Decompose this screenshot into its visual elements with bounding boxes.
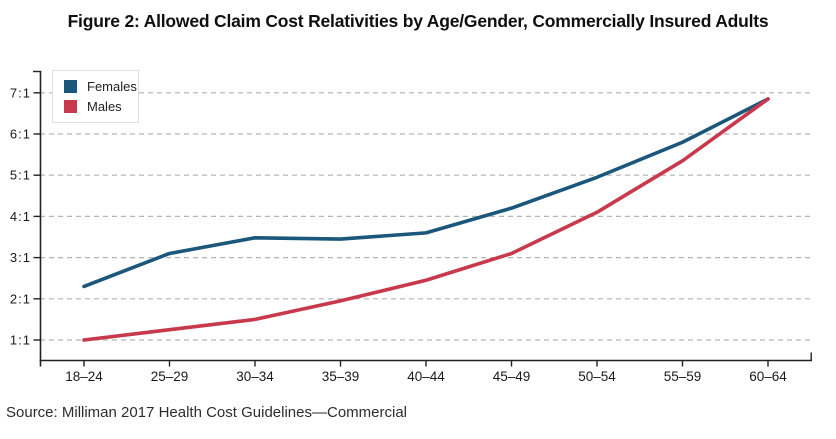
chart-title: Figure 2: Allowed Claim Cost Relativitie… xyxy=(67,11,769,31)
x-tick-label: 25–29 xyxy=(151,369,189,384)
y-tick-label: 1:1 xyxy=(10,333,31,348)
x-tick-label: 35–39 xyxy=(322,369,360,384)
x-tick-label: 18–24 xyxy=(65,369,103,384)
y-tick-label: 4:1 xyxy=(10,209,31,224)
y-tick-label: 7:1 xyxy=(10,85,31,100)
legend-label-females: Females xyxy=(87,79,137,94)
y-tick-label: 5:1 xyxy=(10,168,31,183)
males-swatch-icon xyxy=(64,100,77,113)
series-line-males xyxy=(82,97,770,342)
source-note: Source: Milliman 2017 Health Cost Guidel… xyxy=(6,404,407,421)
series-line-females xyxy=(82,97,770,289)
x-tick-label: 60–64 xyxy=(749,369,787,384)
legend-item-females: Females xyxy=(64,79,137,94)
y-tick-label: 2:1 xyxy=(10,291,31,306)
x-tick-label: 55–59 xyxy=(664,369,702,384)
females-swatch-icon xyxy=(64,80,77,93)
x-tick-label: 50–54 xyxy=(578,369,616,384)
y-tick-label: 3:1 xyxy=(10,250,31,265)
legend-item-males: Males xyxy=(64,99,130,114)
x-tick-label: 45–49 xyxy=(493,369,531,384)
y-tick-label: 6:1 xyxy=(10,127,31,142)
x-tick-label: 40–44 xyxy=(407,369,445,384)
legend: Females Males xyxy=(52,70,139,123)
x-tick-label: 30–34 xyxy=(236,369,274,384)
legend-label-males: Males xyxy=(87,99,122,114)
